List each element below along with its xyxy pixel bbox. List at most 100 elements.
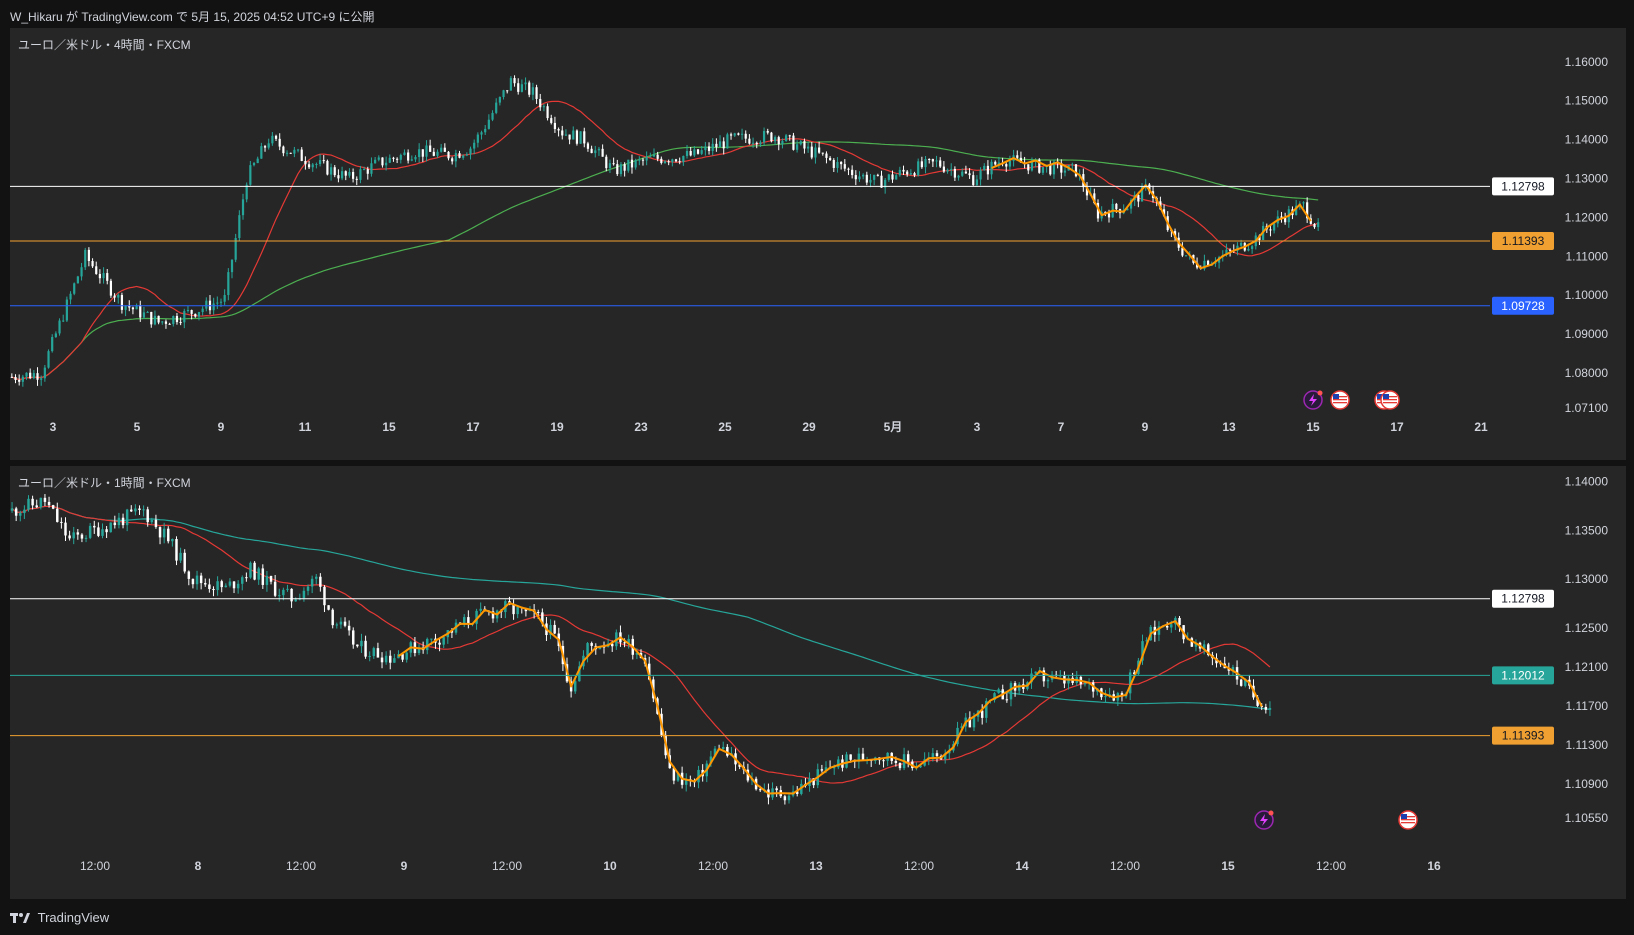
candle-body — [649, 156, 652, 158]
candle-body — [836, 161, 839, 168]
candle-body — [363, 169, 366, 171]
candle-body — [832, 160, 835, 168]
price-axis-label: 1.10900 — [1565, 777, 1609, 791]
candle-body — [814, 147, 817, 158]
candle-body — [829, 157, 832, 161]
candle-body — [307, 164, 311, 168]
candle-body — [384, 655, 388, 663]
candle-body — [40, 378, 43, 380]
candle-body — [751, 142, 755, 144]
candle-body — [857, 753, 861, 762]
candle-body — [1225, 249, 1228, 256]
chart-canvas-4h[interactable]: 1.16000 1.15000 1.14000 1.13000 1.12000 1.110… — [10, 28, 1626, 460]
candle-body — [678, 161, 681, 163]
candle-body — [1030, 673, 1033, 683]
candle-body — [14, 508, 18, 516]
candle-body — [531, 87, 534, 95]
price-axis-label: 1.07100 — [1565, 401, 1609, 415]
candle-body — [62, 320, 65, 322]
candle-body — [370, 163, 373, 174]
candle-body — [1034, 671, 1037, 674]
chart-pane-1h[interactable]: 1.14000 1.13500 1.13000 1.12500 1.12100 1.117… — [10, 466, 1626, 899]
chart-canvas-1h[interactable]: 1.14000 1.13500 1.13000 1.12500 1.12100 1.117… — [10, 466, 1626, 899]
candle-body — [509, 78, 512, 91]
candle-body — [263, 146, 267, 148]
moving-average-slow-line — [11, 141, 1319, 381]
candle-body — [245, 184, 248, 200]
candle-body — [158, 527, 162, 538]
price-level-tag — [1492, 177, 1554, 196]
candle-body — [21, 376, 24, 382]
candle-body — [333, 167, 336, 176]
candle-body — [150, 311, 153, 325]
candle-body — [327, 605, 330, 610]
candle-body — [337, 175, 340, 179]
candle-body — [442, 637, 445, 645]
candle-body — [553, 624, 556, 634]
candle-body — [787, 795, 791, 801]
chart-pane-4h[interactable]: 1.16000 1.15000 1.14000 1.13000 1.12000 1.110… — [10, 28, 1626, 460]
candle-body — [195, 575, 199, 585]
candle-body — [97, 527, 100, 536]
candle-body — [1016, 155, 1019, 158]
pane-title: ユーロ／米ドル・4時間・FXCM — [18, 38, 191, 52]
candle-body — [135, 305, 138, 310]
candle-body — [98, 273, 102, 279]
candle-body — [1145, 640, 1148, 642]
candle-body — [72, 532, 75, 539]
candle-body — [197, 312, 201, 317]
candle-body — [238, 215, 241, 239]
time-axis-label: 11 — [299, 420, 312, 434]
candle-body — [807, 146, 810, 149]
candle-body — [597, 148, 601, 151]
candle-body — [56, 508, 59, 522]
candle-body — [986, 165, 990, 175]
candle-body — [1104, 696, 1107, 698]
candle-body — [762, 131, 766, 143]
time-axis-label: 14 — [1015, 859, 1029, 873]
candle-body — [700, 150, 703, 154]
time-axis-label: 25 — [718, 420, 732, 434]
candle-body — [773, 137, 777, 142]
candle-body — [447, 151, 450, 159]
candle-body — [931, 159, 934, 162]
candle-body — [282, 146, 285, 154]
candle-body — [399, 154, 402, 160]
candle-body — [1207, 644, 1210, 655]
candle-body — [463, 617, 466, 625]
candle-body — [961, 171, 964, 176]
candle-body — [1306, 202, 1309, 219]
candle-body — [858, 176, 861, 180]
candle-body — [396, 158, 399, 160]
candle-body — [286, 588, 289, 590]
candle-body — [323, 586, 326, 606]
candle-body — [516, 607, 519, 615]
candle-body — [775, 788, 778, 791]
candle-body — [1046, 679, 1050, 682]
candle-body — [748, 138, 751, 144]
candle-body — [220, 581, 223, 588]
candle-body — [1133, 672, 1136, 675]
candle-body — [524, 82, 527, 85]
candle-body — [454, 153, 457, 162]
candle-body — [520, 84, 523, 92]
candle-body — [882, 760, 885, 762]
candle-body — [553, 122, 557, 130]
candle-body — [432, 151, 435, 156]
candle-body — [1280, 216, 1283, 218]
candle-body — [539, 98, 542, 108]
time-axis-label: 3 — [974, 420, 981, 434]
candle-body — [647, 663, 651, 680]
candle-body — [322, 160, 325, 162]
candle-body — [820, 769, 824, 771]
candle-body — [612, 163, 615, 165]
candle-body — [389, 655, 392, 663]
candle-body — [1005, 699, 1009, 701]
candle-body — [818, 147, 821, 153]
candle-body — [513, 78, 516, 84]
candle-body — [1231, 667, 1235, 671]
candle-body — [546, 106, 549, 119]
candle-body — [935, 160, 938, 162]
candle-body — [256, 158, 259, 164]
candle-body — [1140, 186, 1144, 202]
